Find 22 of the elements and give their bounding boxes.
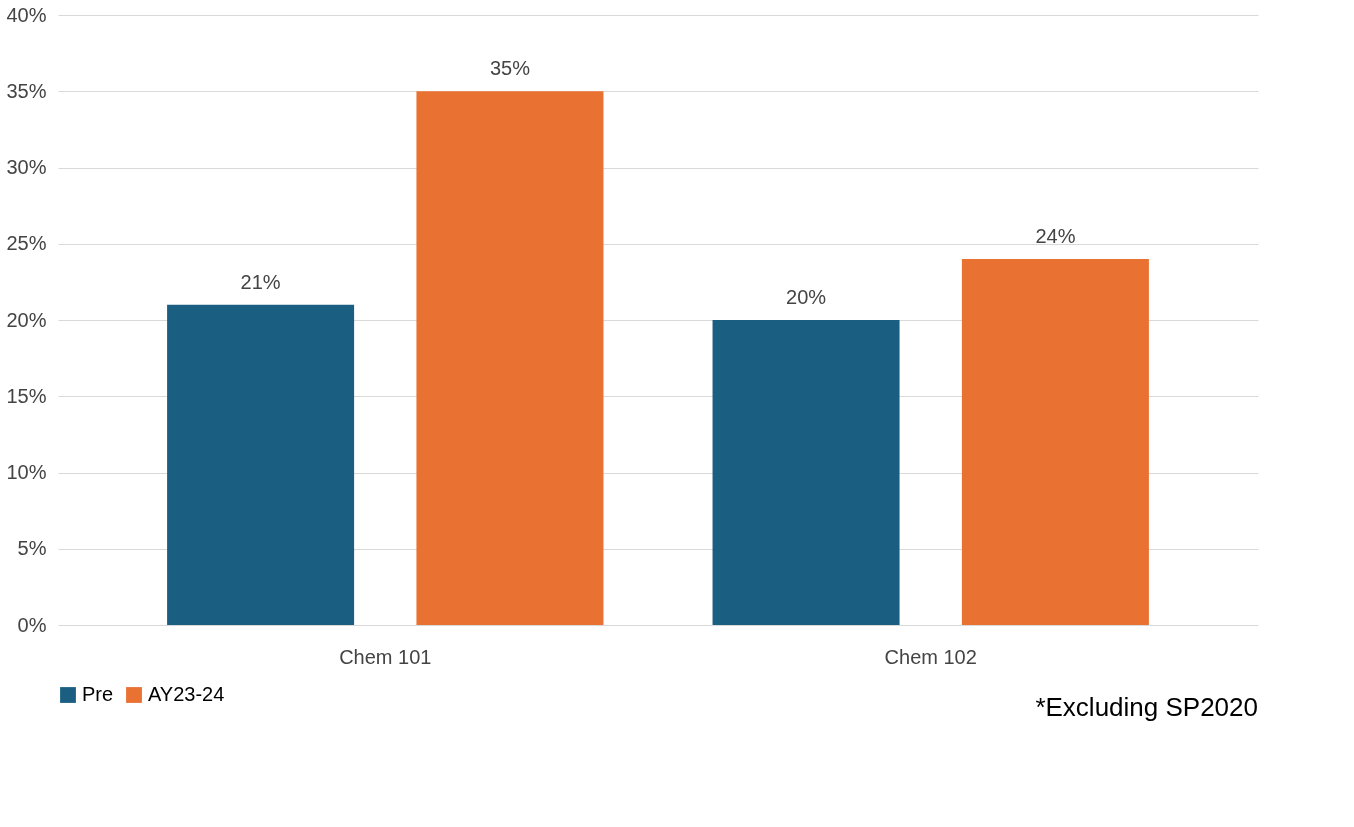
data-label: 20% <box>786 286 827 308</box>
bar <box>416 91 604 625</box>
y-tick-label: 0% <box>17 613 47 636</box>
legend-label: AY23-24 <box>148 683 225 705</box>
x-tick-label: Chem 102 <box>884 645 977 668</box>
data-label: 35% <box>489 57 531 80</box>
y-tick-label: 30% <box>6 156 47 178</box>
bar <box>961 259 1149 625</box>
text: *Excluding SP2020 <box>1035 692 1258 722</box>
y-tick-label: 25% <box>6 232 47 255</box>
bar <box>712 320 900 625</box>
y-tick-label: 35% <box>6 79 47 102</box>
y-tick-label: 10% <box>6 461 47 483</box>
data-label: 21% <box>240 270 281 293</box>
y-tick-label: 40% <box>6 3 47 26</box>
data-label: 24% <box>1035 225 1076 247</box>
bar <box>167 304 355 625</box>
y-tick-label: 5% <box>17 537 47 560</box>
y-tick-label: 20% <box>6 308 47 331</box>
y-tick-label: 15% <box>6 384 47 407</box>
legend-label: Pre <box>82 683 114 705</box>
x-tick-label: Chem 101 <box>339 645 432 668</box>
